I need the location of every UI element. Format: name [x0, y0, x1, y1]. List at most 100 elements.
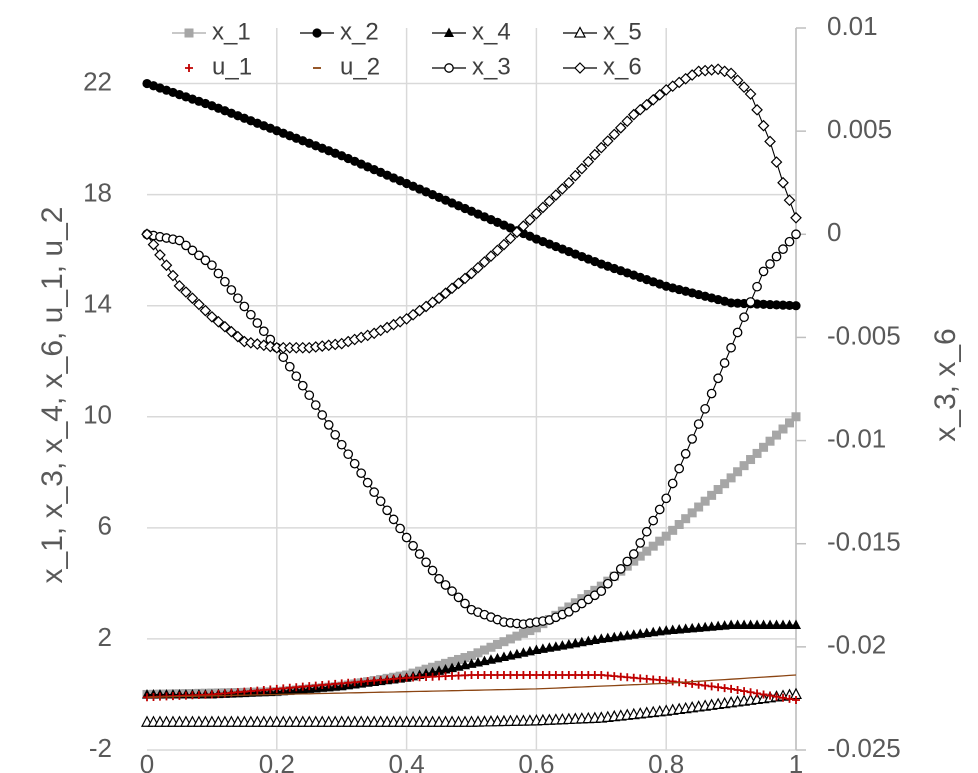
data-point: [654, 504, 665, 515]
data-point: [726, 619, 737, 630]
data-point: [785, 418, 795, 428]
left-tick-label: 14: [83, 289, 112, 319]
right-tick-label: 0: [827, 217, 841, 247]
series-x-1: [142, 412, 801, 699]
data-point: [453, 592, 464, 603]
data-point: [596, 586, 607, 597]
data-point: [765, 259, 775, 269]
data-point: [465, 267, 478, 280]
data-point: [674, 463, 685, 474]
data-point: [441, 658, 451, 668]
data-point: [245, 309, 256, 320]
data-point: [330, 429, 341, 440]
data-point: [733, 467, 743, 477]
data-point: [641, 526, 652, 537]
legend-item-x-3: x_3: [432, 53, 511, 80]
data-point: [498, 238, 510, 251]
data-point: [674, 520, 684, 530]
right-tick-label: -0.005: [827, 320, 901, 350]
data-point: [648, 541, 658, 551]
data-point: [408, 540, 418, 551]
legend-item-u-1: u_1: [185, 53, 252, 80]
data-point: [472, 261, 484, 274]
series-x-5: [141, 687, 802, 727]
data-point: [791, 229, 801, 240]
series-x-3: [142, 229, 801, 630]
data-point: [706, 388, 717, 399]
data-point: [765, 436, 775, 446]
data-point: [194, 250, 204, 261]
data-point: [317, 410, 328, 420]
data-point: [590, 585, 600, 595]
data-point: [627, 108, 640, 121]
data-point: [758, 299, 769, 309]
data-point: [784, 236, 795, 247]
data-point: [778, 619, 789, 630]
data-point: [653, 88, 666, 101]
data-point: [784, 300, 795, 311]
data-point: [707, 490, 717, 500]
left-tick-label: 2: [98, 622, 112, 652]
data-point: [220, 276, 230, 287]
data-point: [460, 653, 470, 663]
left-tick-label: 18: [83, 177, 112, 207]
legend-item-x-1: x_1: [172, 18, 251, 45]
data-point: [180, 286, 192, 298]
legend-label: u_1: [212, 53, 252, 80]
data-point: [629, 556, 639, 566]
data-point: [601, 135, 614, 147]
data-point: [785, 694, 794, 703]
data-point: [446, 282, 458, 295]
data-point: [284, 361, 295, 372]
data-point: [746, 455, 756, 465]
data-point: [779, 693, 788, 702]
data-point: [595, 141, 608, 154]
data-point: [720, 479, 730, 489]
data-point: [577, 594, 587, 604]
data-point: [167, 269, 179, 282]
data-point: [485, 250, 497, 263]
data-point: [791, 619, 801, 630]
data-point: [524, 213, 536, 226]
data-point: [252, 318, 263, 328]
data-point: [369, 487, 379, 497]
data-point: [687, 434, 698, 444]
data-point: [460, 598, 470, 609]
data-point: [765, 619, 776, 630]
data-point: [732, 619, 743, 630]
data-point: [777, 176, 789, 189]
data-point: [739, 461, 749, 471]
data-point: [766, 691, 775, 700]
data-point: [752, 619, 763, 630]
data-point: [668, 525, 678, 535]
data-point: [206, 310, 218, 323]
data-point: [792, 696, 800, 705]
data-point: [454, 654, 464, 664]
data-point: [770, 156, 783, 168]
legend-item-x-6: x_6: [563, 53, 642, 80]
series-group: [141, 63, 802, 727]
data-point: [764, 135, 776, 148]
data-point: [596, 581, 606, 591]
right-tick-label: 0.005: [827, 114, 892, 144]
legend-item-x-2: x_2: [300, 18, 379, 45]
data-point: [765, 299, 775, 310]
data-point: [681, 514, 691, 524]
x-tick-label: 0.4: [389, 749, 425, 773]
right-tick-label: -0.015: [827, 527, 901, 557]
data-point: [732, 327, 743, 338]
data-point: [622, 556, 633, 567]
series-x-4: [142, 619, 801, 699]
series-x-2: [142, 78, 801, 311]
data-point: [694, 502, 704, 512]
data-point: [343, 449, 354, 460]
data-point: [667, 478, 678, 489]
legend-label: x_4: [472, 18, 511, 45]
data-point: [700, 496, 710, 506]
data-point: [291, 371, 302, 382]
data-point: [511, 226, 523, 239]
data-point: [531, 623, 541, 633]
data-point: [635, 551, 645, 561]
data-point: [491, 244, 504, 257]
data-point: [661, 493, 672, 504]
